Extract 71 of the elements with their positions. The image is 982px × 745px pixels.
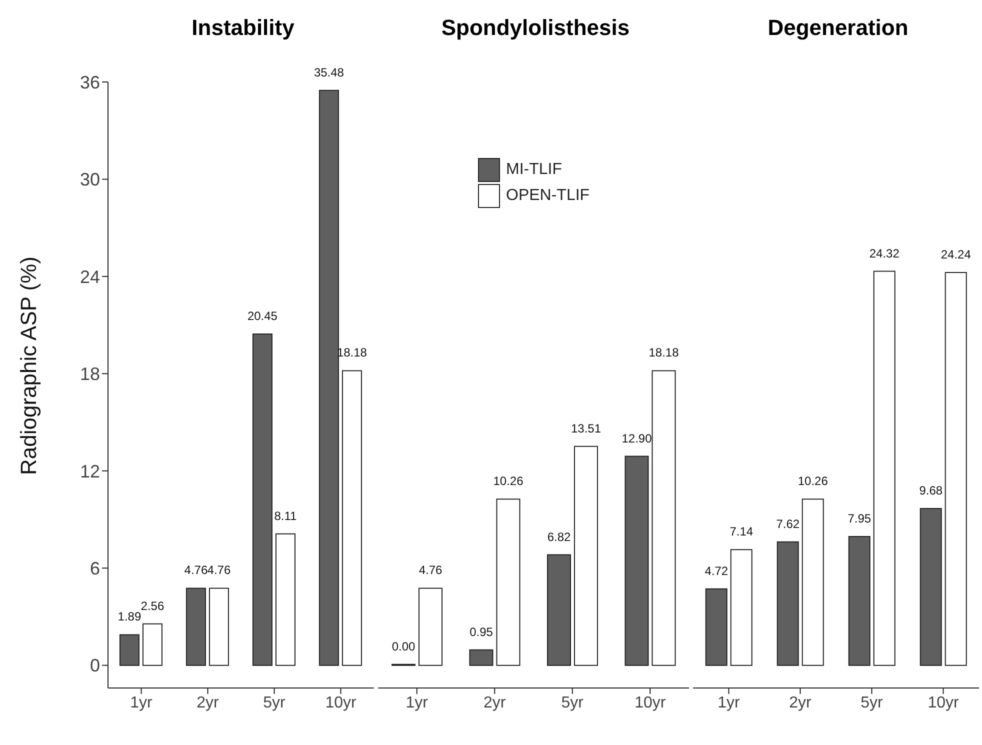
y-tick-label: 30	[80, 170, 100, 190]
x-tick-label: 5yr	[860, 694, 884, 712]
data-label: 7.62	[776, 516, 800, 531]
data-label: 0.00	[392, 639, 416, 654]
data-label: 10.26	[798, 474, 828, 488]
x-tick-label: 2yr	[196, 694, 220, 712]
data-label: 2.56	[140, 598, 164, 613]
y-tick-label: 36	[80, 72, 100, 92]
x-tick-label: 10yr	[928, 694, 960, 712]
bar	[119, 634, 140, 666]
x-tick-label: 5yr	[263, 694, 286, 712]
data-label: 4.76	[418, 563, 442, 578]
x-tick-label: 1yr	[406, 694, 429, 712]
data-label: 6.82	[547, 530, 571, 544]
bar	[496, 498, 520, 666]
legend-label: MI-TLIF	[506, 161, 562, 179]
bar	[920, 508, 942, 666]
bar	[624, 456, 649, 666]
data-label: 4.72	[704, 564, 728, 578]
bar	[574, 446, 598, 666]
bar	[318, 90, 339, 666]
bar	[418, 588, 442, 666]
bar	[848, 536, 870, 666]
bar	[652, 370, 676, 666]
x-tick-label: 5yr	[561, 694, 584, 712]
bar	[469, 649, 494, 666]
chart-title: Spondylolisthesis	[440, 14, 631, 42]
bar	[776, 541, 799, 666]
x-tick-label: 2yr	[484, 694, 506, 712]
chart-title: Instability	[190, 14, 296, 42]
y-axis-title: Radiographic ASP (%)	[16, 256, 41, 475]
bar	[252, 333, 272, 666]
data-label: 13.51	[570, 421, 602, 436]
x-tick-label: 1yr	[130, 694, 154, 712]
data-label: 18.18	[648, 346, 680, 360]
data-label: 24.32	[869, 246, 900, 260]
data-label: 4.76	[207, 563, 231, 578]
bar	[944, 272, 967, 666]
data-label: 20.45	[247, 308, 278, 323]
bar	[546, 554, 571, 666]
data-label: 35.48	[314, 65, 344, 80]
bar	[730, 549, 752, 666]
chart-title: Degeneration	[766, 14, 910, 42]
data-label: 24.24	[940, 248, 972, 262]
data-label: 7.95	[848, 512, 872, 526]
y-tick-label: 12	[80, 461, 100, 482]
y-tick-label: 0	[90, 656, 100, 676]
y-tick-label: 24	[80, 266, 100, 287]
data-label: 0.95	[470, 624, 494, 639]
data-label: 12.90	[622, 431, 652, 446]
y-tick-label: 6	[90, 558, 100, 578]
bar	[802, 498, 824, 666]
x-tick-label: 2yr	[789, 694, 812, 712]
y-tick-label: 18	[80, 364, 100, 384]
bar	[342, 370, 362, 666]
bar	[142, 623, 162, 666]
legend-label: OPEN-TLIF	[506, 187, 590, 205]
bar	[873, 270, 896, 666]
bar	[208, 588, 229, 666]
data-label: 7.14	[730, 524, 754, 539]
data-label: 4.76	[184, 563, 208, 578]
x-tick-label: 1yr	[718, 694, 741, 712]
bar	[705, 588, 728, 666]
data-label: 8.11	[274, 508, 298, 523]
x-tick-label: 10yr	[634, 694, 666, 712]
data-label: 9.68	[919, 483, 943, 498]
bar	[275, 533, 296, 666]
x-tick-label: 10yr	[325, 694, 357, 712]
bar	[186, 588, 206, 666]
data-label: 1.89	[118, 610, 142, 624]
data-label: 10.26	[493, 474, 524, 488]
